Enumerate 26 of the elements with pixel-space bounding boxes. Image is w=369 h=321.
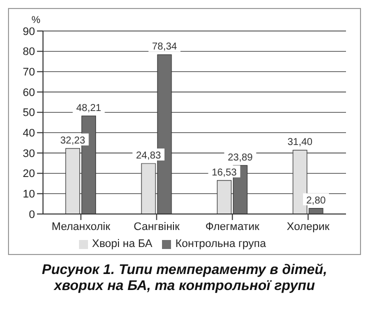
legend-label: Хворі на БА — [92, 238, 152, 250]
y-tick-label: 70 — [22, 66, 35, 79]
y-tick-label: 60 — [22, 86, 35, 99]
data-label: 48,21 — [76, 102, 102, 114]
text: Рисунок 1. Типи темпераменту в дітей, хворих на БА, та контрольної групи — [40, 261, 328, 293]
y-tick-label: 0 — [28, 208, 35, 221]
y-tick-label: 50 — [22, 107, 35, 120]
x-tick-label: Сангвінік — [134, 220, 180, 233]
data-label: 16,53 — [212, 167, 238, 178]
data-label: 23,89 — [228, 152, 254, 164]
x-tick-label: Флегматик — [205, 220, 260, 233]
data-label: 2,80 — [306, 195, 326, 206]
data-label: 78,34 — [152, 42, 178, 53]
x-tick-label: Холерик — [286, 220, 330, 233]
y-tick-label: 10 — [22, 188, 35, 201]
y-tick-label: 80 — [22, 46, 35, 58]
y-tick-label: 90 — [22, 26, 35, 38]
y-tick-label: 40 — [22, 128, 35, 140]
legend-label: Контрольна група — [175, 238, 266, 250]
x-tick-label: Меланхолік — [52, 220, 110, 233]
data-label: 31,40 — [287, 137, 313, 148]
data-label: 24,83 — [136, 150, 162, 162]
y-tick-label: 30 — [22, 148, 35, 160]
data-label: 32,23 — [60, 135, 86, 146]
y-tick-label: 20 — [22, 168, 35, 180]
y-axis-title: % — [32, 15, 41, 26]
